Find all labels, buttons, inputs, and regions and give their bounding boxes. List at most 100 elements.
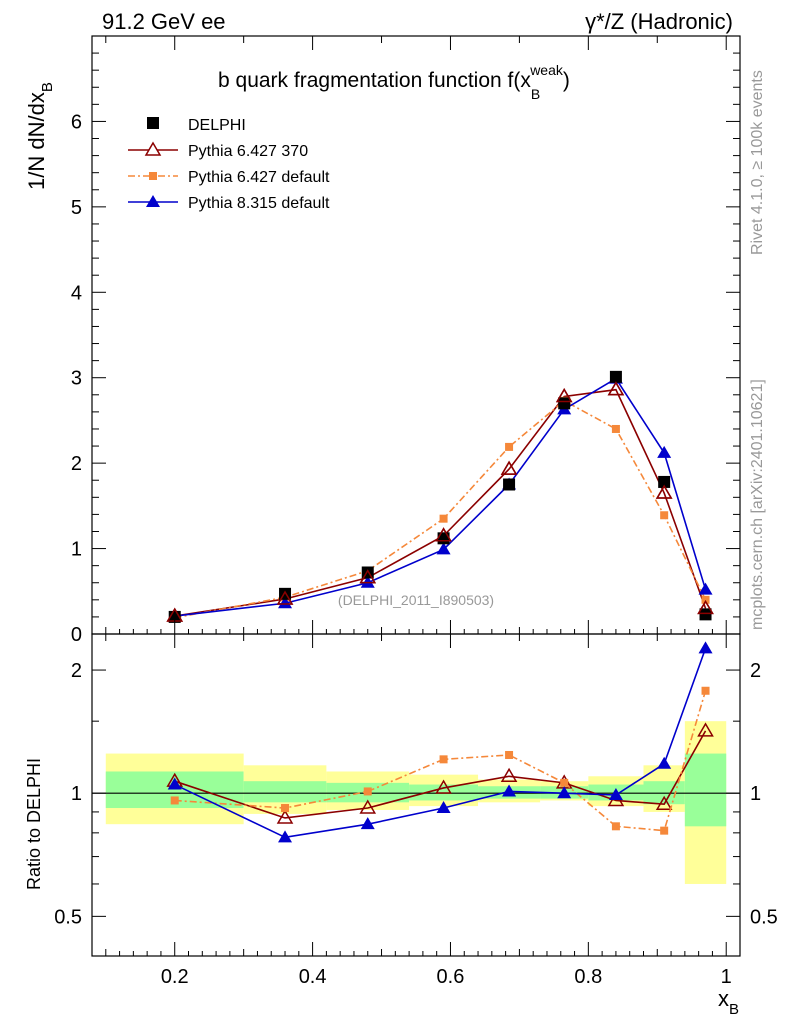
upper-overlay-point-pythia-6-427-370 <box>555 388 573 403</box>
ratio-point-pythia-6-427-default <box>660 826 669 835</box>
upper-overlay-point-pythia-6-427-370 <box>607 381 625 396</box>
mcplots-label: mcplots.cern.ch [arXiv:2401.10621] <box>749 379 766 630</box>
upper-point-delphi <box>503 478 516 491</box>
upper-point-delphi <box>699 608 712 621</box>
legend-marker-pythia6-default <box>149 172 157 180</box>
upper-point-delphi <box>609 370 622 383</box>
upper-ytick-label: 1 <box>71 539 82 561</box>
ratio-point-pythia-6-427-370 <box>359 799 377 814</box>
ratio-point-pythia-8-315-default <box>278 830 293 843</box>
xtick-label: 0.4 <box>299 966 327 988</box>
lower-ytick-label-right: 2 <box>750 660 761 682</box>
ratio-line-pythia-6-427-default <box>174 690 707 832</box>
legend-label-pythia6-default: Pythia 6.427 default <box>188 169 330 186</box>
process-label: γ*/Z (Hadronic) <box>585 9 733 34</box>
lower-ytick-label: 2 <box>71 660 82 682</box>
legend-label-pythia8: Pythia 8.315 default <box>188 195 330 212</box>
upper-point-delphi <box>437 532 450 545</box>
ratio-point-pythia-6-427-default <box>281 804 290 813</box>
ratio-point-pythia-6-427-370 <box>655 795 673 810</box>
upper-point-pythia-8-315-default <box>657 445 672 458</box>
ratio-point-pythia-6-427-370 <box>697 722 714 737</box>
ratio-point-pythia-8-315-default <box>167 777 182 790</box>
upper-line-pythia-6-427-default <box>174 399 707 619</box>
legend-entry-pythia6-default: Pythia 6.427 default <box>128 169 330 186</box>
axes-group: 0 1 2 3 4 5 6 0.2 0.4 0.6 0.8 1 0.5 0.5 1 1 2 2 <box>54 35 778 988</box>
ratio-point-pythia-8-315-default <box>557 786 572 799</box>
upper-overlay-point-pythia-6-427-370 <box>276 590 294 605</box>
ratio-point-pythia-6-427-default <box>560 778 569 787</box>
lower-ylabel: Ratio to DELPHI <box>24 758 44 890</box>
upper-point-pythia-6-427-default <box>505 442 514 451</box>
ratio-series-group <box>166 641 714 843</box>
upper-ytick-label: 0 <box>71 624 82 646</box>
upper-ytick-label: 2 <box>71 453 82 475</box>
upper-ytick-label: 6 <box>71 111 82 133</box>
legend-entry-pythia8: Pythia 8.315 default <box>128 195 330 212</box>
analysis-id-label: (DELPHI_2011_I890503) <box>338 592 494 608</box>
ratio-point-pythia-8-315-default <box>608 787 623 800</box>
band-inner-bin <box>684 753 727 827</box>
ratio-point-pythia-6-427-370 <box>276 809 294 824</box>
ratio-point-pythia-8-315-default <box>698 641 713 654</box>
rivet-version-label: Rivet 4.1.0, ≥ 100k events <box>749 70 766 255</box>
ratio-point-pythia-6-427-370 <box>435 779 452 794</box>
xtick-label: 0.2 <box>161 966 189 988</box>
upper-point-pythia-6-427-default <box>660 511 669 520</box>
upper-line-pythia-6-427-370 <box>174 388 707 617</box>
ratio-point-pythia-6-427-default <box>701 686 710 695</box>
ratio-point-pythia-6-427-370 <box>500 767 518 783</box>
upper-point-pythia-8-315-default <box>698 582 713 595</box>
ratio-point-pythia-8-315-default <box>436 801 451 814</box>
upper-ylabel: 1/N dN/dxB <box>24 82 56 190</box>
upper-point-pythia-6-427-default <box>611 424 620 433</box>
xtick-label: 0.8 <box>574 966 602 988</box>
upper-point-delphi <box>558 397 571 410</box>
legend-marker-delphi <box>147 117 159 129</box>
ratio-line-pythia-6-427-370 <box>174 730 707 819</box>
ratio-point-pythia-6-427-default <box>363 787 372 796</box>
legend-marker-pythia8 <box>146 195 160 207</box>
lower-ytick-label: 1 <box>71 783 82 805</box>
upper-point-pythia-8-315-default <box>436 542 451 555</box>
legend-label-delphi: DELPHI <box>188 117 246 134</box>
upper-overlay-point-pythia-6-427-370 <box>359 569 377 584</box>
legend-label-pythia6-370: Pythia 6.427 370 <box>188 143 308 160</box>
upper-line-pythia-8-315-default <box>174 377 707 617</box>
xlabel: xB <box>718 986 739 1018</box>
upper-point-pythia-6-427-default <box>701 595 710 604</box>
upper-overlay-point-pythia-6-427-370 <box>500 460 518 475</box>
upper-overlay-point-pythia-6-427-370 <box>435 527 452 542</box>
upper-point-delphi <box>658 475 671 488</box>
upper-ytick-label: 3 <box>71 368 82 390</box>
legend-entry-pythia6-370: Pythia 6.427 370 <box>128 141 308 160</box>
legend: DELPHI Pythia 6.427 370 Pythia 6.427 def… <box>128 117 330 212</box>
lower-ytick-label-right: 1 <box>750 783 761 805</box>
main-title: b quark fragmentation function f(xBweak) <box>218 62 570 102</box>
legend-marker-pythia6-370 <box>144 141 162 156</box>
ratio-point-pythia-8-315-default <box>502 784 517 797</box>
lower-ytick-label: 0.5 <box>54 906 82 928</box>
upper-series-group <box>166 370 714 623</box>
lower-frame <box>91 633 741 957</box>
legend-entry-delphi: DELPHI <box>147 117 246 134</box>
upper-ytick-label: 5 <box>71 197 82 219</box>
ratio-point-pythia-6-427-default <box>505 750 514 759</box>
upper-overlay-point-pythia-6-427-370 <box>697 599 714 615</box>
energy-label: 91.2 GeV ee <box>102 9 226 34</box>
ratio-point-pythia-8-315-default <box>657 756 672 769</box>
ratio-point-pythia-6-427-default <box>439 755 448 764</box>
upper-point-pythia-6-427-default <box>439 514 448 523</box>
upper-point-pythia-8-315-default <box>278 596 293 609</box>
lower-ytick-label-right: 0.5 <box>750 906 778 928</box>
xtick-label: 1 <box>721 966 732 988</box>
upper-point-pythia-6-427-370 <box>607 381 625 396</box>
ratio-point-pythia-6-427-default <box>170 796 179 805</box>
band-inner-bin <box>243 781 327 803</box>
upper-point-pythia-8-315-default <box>360 575 375 588</box>
upper-overlay-point-pythia-6-427-370 <box>655 484 673 499</box>
ratio-point-pythia-8-315-default <box>360 817 375 830</box>
xtick-label: 0.6 <box>437 966 465 988</box>
upper-ytick-label: 4 <box>71 282 82 304</box>
